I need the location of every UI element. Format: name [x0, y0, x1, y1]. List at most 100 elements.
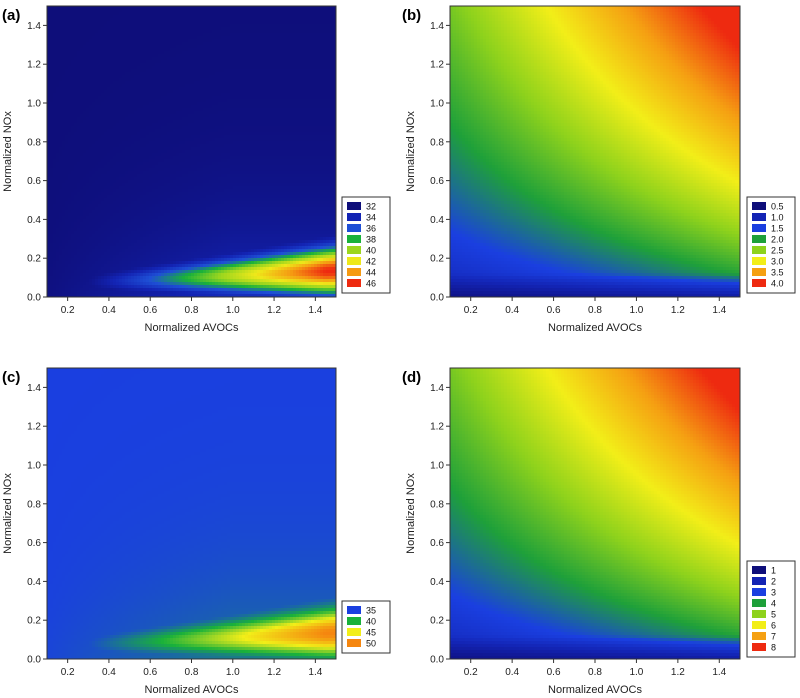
- x-tick-label-b: 0.4: [505, 305, 519, 316]
- x-tick-label-d: 0.2: [464, 667, 478, 678]
- y-tick-label-a: 1.2: [27, 60, 41, 71]
- legend-label-b: 3.0: [771, 257, 784, 267]
- y-tick-label-d: 0.4: [430, 577, 444, 588]
- y-tick-label-d: 0.8: [430, 499, 444, 510]
- x-tick-label-d: 1.4: [712, 667, 726, 678]
- y-tick-label-c: 1.4: [27, 383, 41, 394]
- x-tick-label-d: 0.8: [588, 667, 602, 678]
- legend-label-d: 2: [771, 577, 776, 587]
- x-tick-label-d: 1.2: [671, 667, 685, 678]
- y-tick-label-a: 0.6: [27, 176, 41, 187]
- legend-label-d: 4: [771, 599, 776, 609]
- x-tick-label-a: 1.4: [308, 305, 322, 316]
- contour-field-d: [450, 368, 740, 659]
- y-tick-label-b: 0.0: [430, 293, 444, 304]
- legend-swatch-d: [752, 643, 766, 651]
- panel-label-c: (c): [2, 369, 20, 386]
- legend-label-a: 44: [366, 268, 376, 278]
- legend-swatch-a: [347, 213, 361, 221]
- legend-swatch-c: [347, 628, 361, 636]
- x-tick-label-c: 1.0: [226, 667, 240, 678]
- y-tick-label-d: 0.6: [430, 538, 444, 549]
- legend-swatch-b: [752, 279, 766, 287]
- legend-swatch-c: [347, 617, 361, 625]
- legend-swatch-a: [347, 279, 361, 287]
- x-axis-title-d: Normalized AVOCs: [548, 684, 642, 696]
- y-tick-label-c: 0.6: [27, 538, 41, 549]
- legend-label-c: 45: [366, 628, 376, 638]
- legend-label-c: 40: [366, 617, 376, 627]
- x-tick-label-d: 1.0: [629, 667, 643, 678]
- y-tick-label-b: 0.6: [430, 176, 444, 187]
- y-tick-label-c: 1.0: [27, 461, 41, 472]
- contour-field-a: [47, 6, 336, 297]
- panel-b: (b) 0.2 0.4 0.6 0.8 1.0 1.2 1.4 0.0 0.2 0.4 0.6 0.8 1…: [402, 5, 796, 334]
- panel-label-a: (a): [2, 7, 20, 24]
- x-tick-label-c: 1.4: [308, 667, 322, 678]
- x-axis-title-a: Normalized AVOCs: [145, 322, 239, 334]
- legend-swatch-a: [347, 224, 361, 232]
- x-tick-label-c: 1.2: [267, 667, 281, 678]
- legend-swatch-d: [752, 599, 766, 607]
- y-tick-label-c: 1.2: [27, 422, 41, 433]
- panel-label-b: (b): [402, 7, 421, 24]
- y-tick-label-a: 0.2: [27, 254, 41, 265]
- legend-swatch-d: [752, 632, 766, 640]
- legend-swatch-c: [347, 639, 361, 647]
- legend-swatch-b: [752, 268, 766, 276]
- legend-label-a: 46: [366, 279, 376, 289]
- legend-label-d: 8: [771, 643, 776, 653]
- legend-swatch-c: [347, 606, 361, 614]
- legend-swatch-d: [752, 610, 766, 618]
- y-tick-label-d: 0.0: [430, 655, 444, 666]
- y-axis-title-a: Normalized NOx: [2, 111, 14, 192]
- legend-label-a: 38: [366, 235, 376, 245]
- legend-swatch-a: [347, 202, 361, 210]
- x-axis-title-b: Normalized AVOCs: [548, 322, 642, 334]
- legend-label-b: 2.5: [771, 246, 784, 256]
- legend-swatch-b: [752, 224, 766, 232]
- panel-d: (d) 0.2 0.4 0.6 0.8 1.0 1.2 1.4 0.0 0.2 0.4 0.6 0.8 1…: [402, 367, 796, 696]
- legend-label-d: 3: [771, 588, 776, 598]
- x-tick-label-a: 0.6: [143, 305, 157, 316]
- x-tick-label-a: 0.8: [185, 305, 199, 316]
- legend-label-a: 32: [366, 202, 376, 212]
- y-tick-label-a: 0.4: [27, 215, 41, 226]
- y-tick-label-b: 1.2: [430, 60, 444, 71]
- x-tick-label-c: 0.8: [185, 667, 199, 678]
- x-tick-label-a: 1.0: [226, 305, 240, 316]
- x-tick-label-a: 1.2: [267, 305, 281, 316]
- x-tick-label-b: 0.6: [547, 305, 561, 316]
- x-tick-label-d: 0.6: [547, 667, 561, 678]
- y-tick-label-b: 0.2: [430, 254, 444, 265]
- panel-a: (a) 0.2 0.4 0.6 0.8 1.0 1.2 1.4 0.0 0.2 0.4 0.6 0.8 1…: [2, 5, 391, 334]
- contour-field-c: [47, 368, 336, 659]
- legend-label-d: 1: [771, 566, 776, 576]
- legend-swatch-d: [752, 588, 766, 596]
- y-tick-label-b: 1.0: [430, 99, 444, 110]
- legend-swatch-b: [752, 246, 766, 254]
- y-tick-label-d: 1.4: [430, 383, 444, 394]
- panel-c: (c) 0.2 0.4 0.6 0.8 1.0 1.2 1.4 0.0 0.2 0.4 0.6 0.8 1…: [2, 367, 391, 696]
- x-tick-label-b: 0.8: [588, 305, 602, 316]
- x-tick-label-a: 0.2: [61, 305, 75, 316]
- legend-swatch-a: [347, 257, 361, 265]
- legend-swatch-b: [752, 213, 766, 221]
- y-tick-label-d: 1.0: [430, 461, 444, 472]
- legend-label-b: 0.5: [771, 202, 784, 212]
- legend-label-c: 50: [366, 639, 376, 649]
- y-tick-label-b: 0.8: [430, 137, 444, 148]
- y-axis-title-c: Normalized NOx: [2, 473, 14, 554]
- legend-label-b: 4.0: [771, 279, 784, 289]
- y-tick-label-a: 0.0: [27, 293, 41, 304]
- x-tick-label-d: 0.4: [505, 667, 519, 678]
- legend-label-a: 42: [366, 257, 376, 267]
- legend-label-c: 35: [366, 606, 376, 616]
- panel-label-d: (d): [402, 369, 421, 386]
- y-tick-label-b: 0.4: [430, 215, 444, 226]
- y-tick-label-d: 1.2: [430, 422, 444, 433]
- y-tick-label-b: 1.4: [430, 21, 444, 32]
